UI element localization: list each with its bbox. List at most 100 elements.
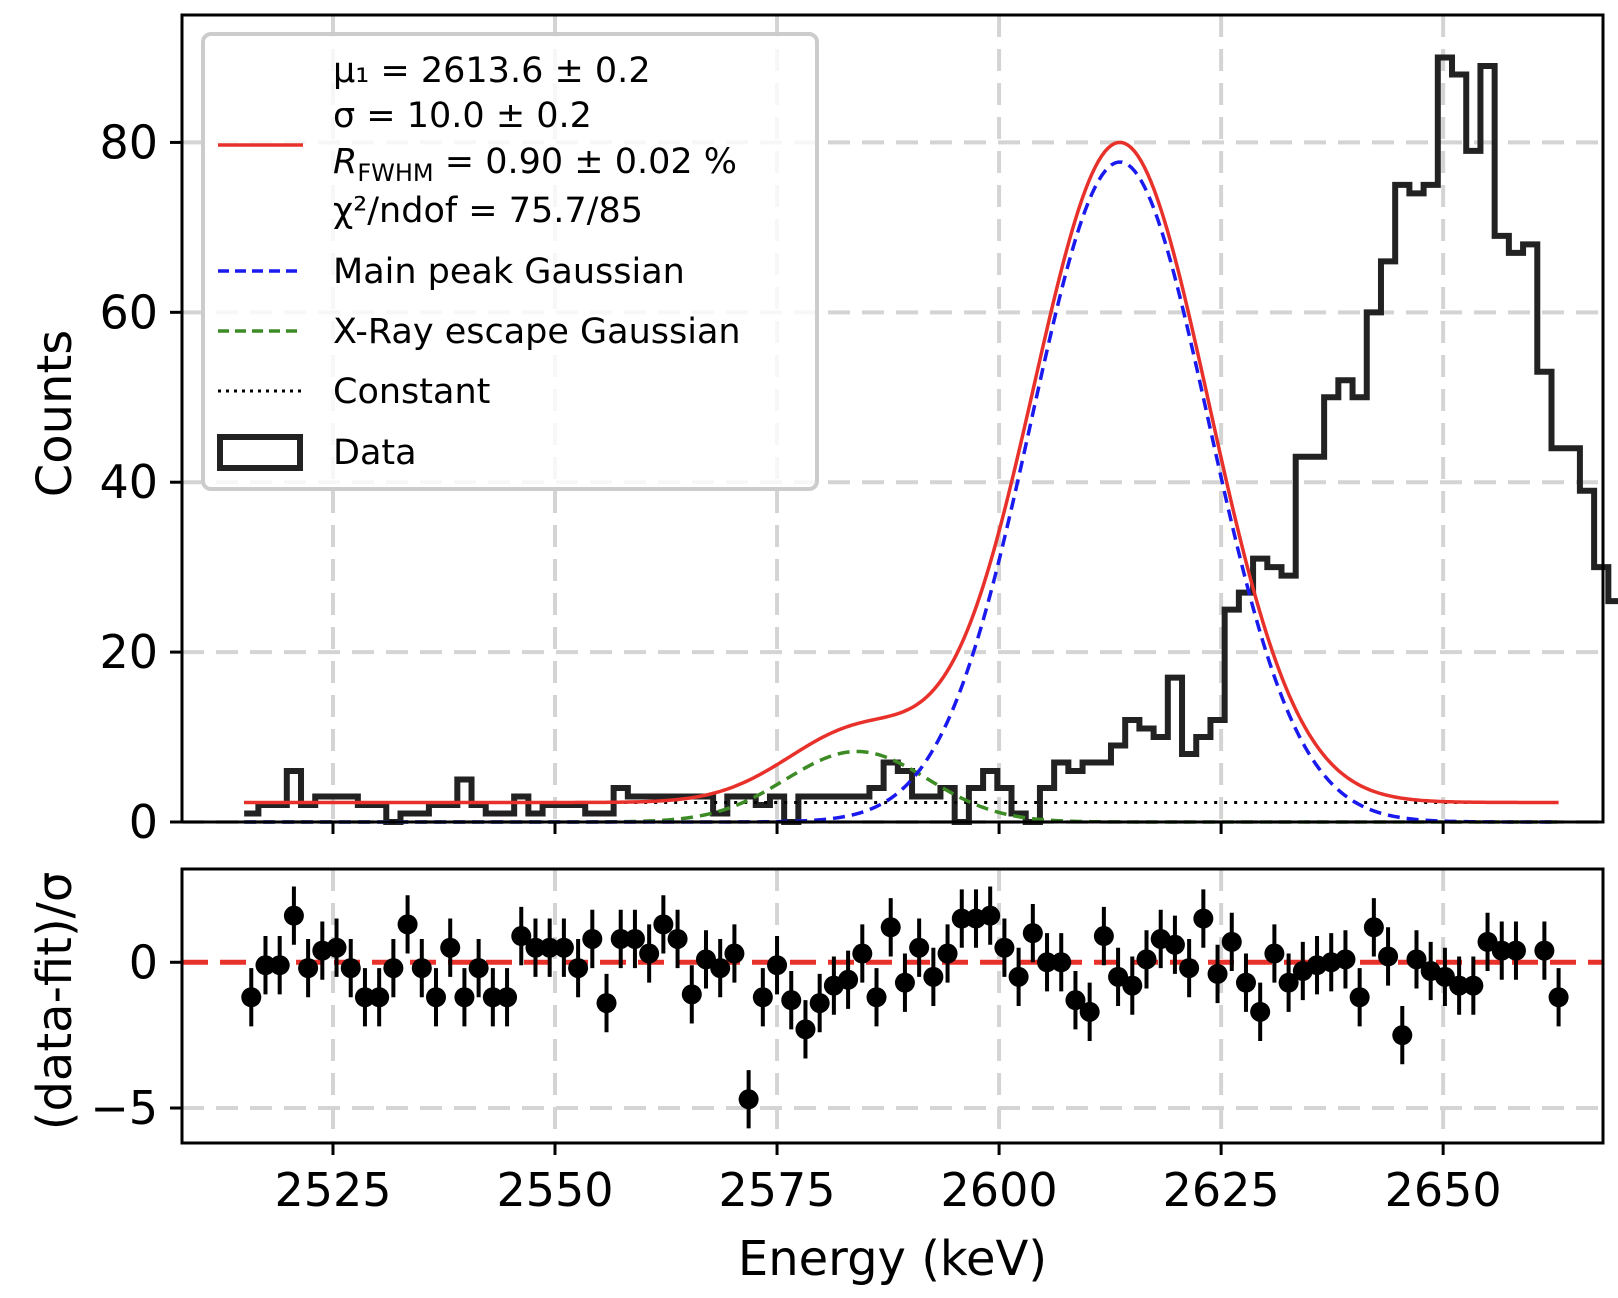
residual-point	[1008, 947, 1029, 1006]
residual-marker	[411, 958, 432, 979]
residual-marker	[1022, 923, 1043, 944]
residual-point	[596, 973, 617, 1033]
residual-marker	[1136, 949, 1157, 970]
residual-point	[1264, 924, 1285, 983]
legend-box	[201, 32, 819, 491]
residual-point	[752, 968, 773, 1027]
residual-point	[369, 968, 390, 1027]
residual-marker	[795, 1019, 816, 1040]
residual-point	[795, 1000, 816, 1059]
residual-point	[1235, 953, 1256, 1012]
residual-marker	[1392, 1025, 1413, 1046]
residual-point	[994, 918, 1015, 977]
residual-marker	[894, 972, 915, 993]
residual-marker	[468, 958, 489, 979]
residual-ticks: 2525 2550 2575 2600 2625 2650 0 −5	[90, 935, 1501, 1217]
x-tick-label: 2600	[941, 1163, 1058, 1217]
residual-point	[980, 886, 1001, 945]
residual-point	[1079, 982, 1100, 1041]
residual-point	[1491, 921, 1512, 980]
residual-point	[511, 906, 532, 966]
residual-marker	[241, 987, 262, 1008]
residual-point	[1548, 968, 1569, 1027]
main-y-tick-label: 80	[99, 115, 158, 169]
residual-marker	[1037, 952, 1058, 973]
residual-point	[909, 918, 930, 977]
residual-marker	[440, 937, 461, 958]
residual-marker	[354, 987, 375, 1008]
residual-marker	[1235, 972, 1256, 993]
residual-point	[1449, 956, 1470, 1015]
residual-marker	[525, 937, 546, 958]
residual-marker	[838, 969, 859, 990]
main-y-tick-label: 20	[99, 625, 158, 679]
residual-point	[568, 938, 589, 998]
main-y-tick-label: 40	[99, 455, 158, 509]
residual-point	[539, 918, 560, 977]
legend-fit-mu: μ₁ = 2613.6 ± 0.2	[333, 51, 651, 91]
residual-point	[710, 938, 731, 998]
residual-marker	[369, 987, 390, 1008]
residual-point	[923, 947, 944, 1006]
residual-point	[440, 918, 461, 977]
residual-marker	[568, 958, 589, 979]
residual-marker	[426, 987, 447, 1008]
residual-marker	[724, 943, 745, 964]
x-tick-label: 2575	[719, 1163, 836, 1217]
residual-point	[1179, 938, 1200, 998]
residual-marker	[1221, 931, 1242, 952]
residual-point	[880, 898, 901, 957]
residual-marker	[1008, 966, 1029, 987]
residual-marker	[880, 917, 901, 938]
residual-point	[582, 909, 603, 969]
residual-point	[667, 909, 688, 969]
residual-marker	[752, 987, 773, 1008]
residual-marker	[1463, 975, 1484, 996]
residual-marker	[511, 926, 532, 947]
residual-point	[1065, 971, 1086, 1030]
residual-marker	[497, 987, 518, 1008]
residual-marker	[397, 914, 418, 935]
residual-marker	[553, 937, 574, 958]
residual-marker	[923, 966, 944, 987]
residual-marker	[653, 914, 674, 935]
x-tick-label: 2650	[1385, 1163, 1502, 1217]
residual-point	[1037, 933, 1058, 992]
legend-data-swatch	[217, 434, 303, 471]
residual-marker	[482, 987, 503, 1008]
residual-marker	[1250, 1001, 1271, 1022]
residual-marker	[980, 905, 1001, 926]
residual-marker	[639, 943, 660, 964]
residual-point	[1378, 927, 1399, 986]
residual-marker	[1264, 943, 1285, 964]
residual-marker	[1122, 975, 1143, 996]
residual-marker	[667, 928, 688, 949]
residual-marker	[624, 928, 645, 949]
residual-point	[411, 938, 432, 998]
residual-marker	[1079, 1001, 1100, 1022]
residual-point	[1534, 921, 1555, 980]
residual-marker	[326, 937, 347, 958]
residual-y-tick-label: 0	[129, 935, 158, 989]
residual-marker	[994, 937, 1015, 958]
residual-marker	[738, 1089, 759, 1110]
residual-point	[738, 1070, 759, 1129]
residual-point	[1250, 982, 1271, 1041]
legend-main-label: Main peak Gaussian	[333, 252, 685, 292]
residual-point	[767, 936, 788, 995]
residual-marker	[283, 905, 304, 926]
residual-marker	[1164, 934, 1185, 955]
residual-marker	[1179, 958, 1200, 979]
residual-marker	[383, 958, 404, 979]
residual-marker	[582, 928, 603, 949]
legend-escape-label: X-Ray escape Gaussian	[333, 312, 741, 352]
residual-point	[1207, 944, 1228, 1004]
residual-point	[340, 938, 361, 998]
residual-marker	[1065, 990, 1086, 1011]
residual-point	[937, 924, 958, 983]
legend-fit-chi2: χ²/ndof = 75.7/85	[333, 191, 643, 231]
residual-marker	[596, 993, 617, 1014]
residual-marker	[1363, 917, 1384, 938]
residual-y-tick-label: −5	[90, 1081, 158, 1135]
